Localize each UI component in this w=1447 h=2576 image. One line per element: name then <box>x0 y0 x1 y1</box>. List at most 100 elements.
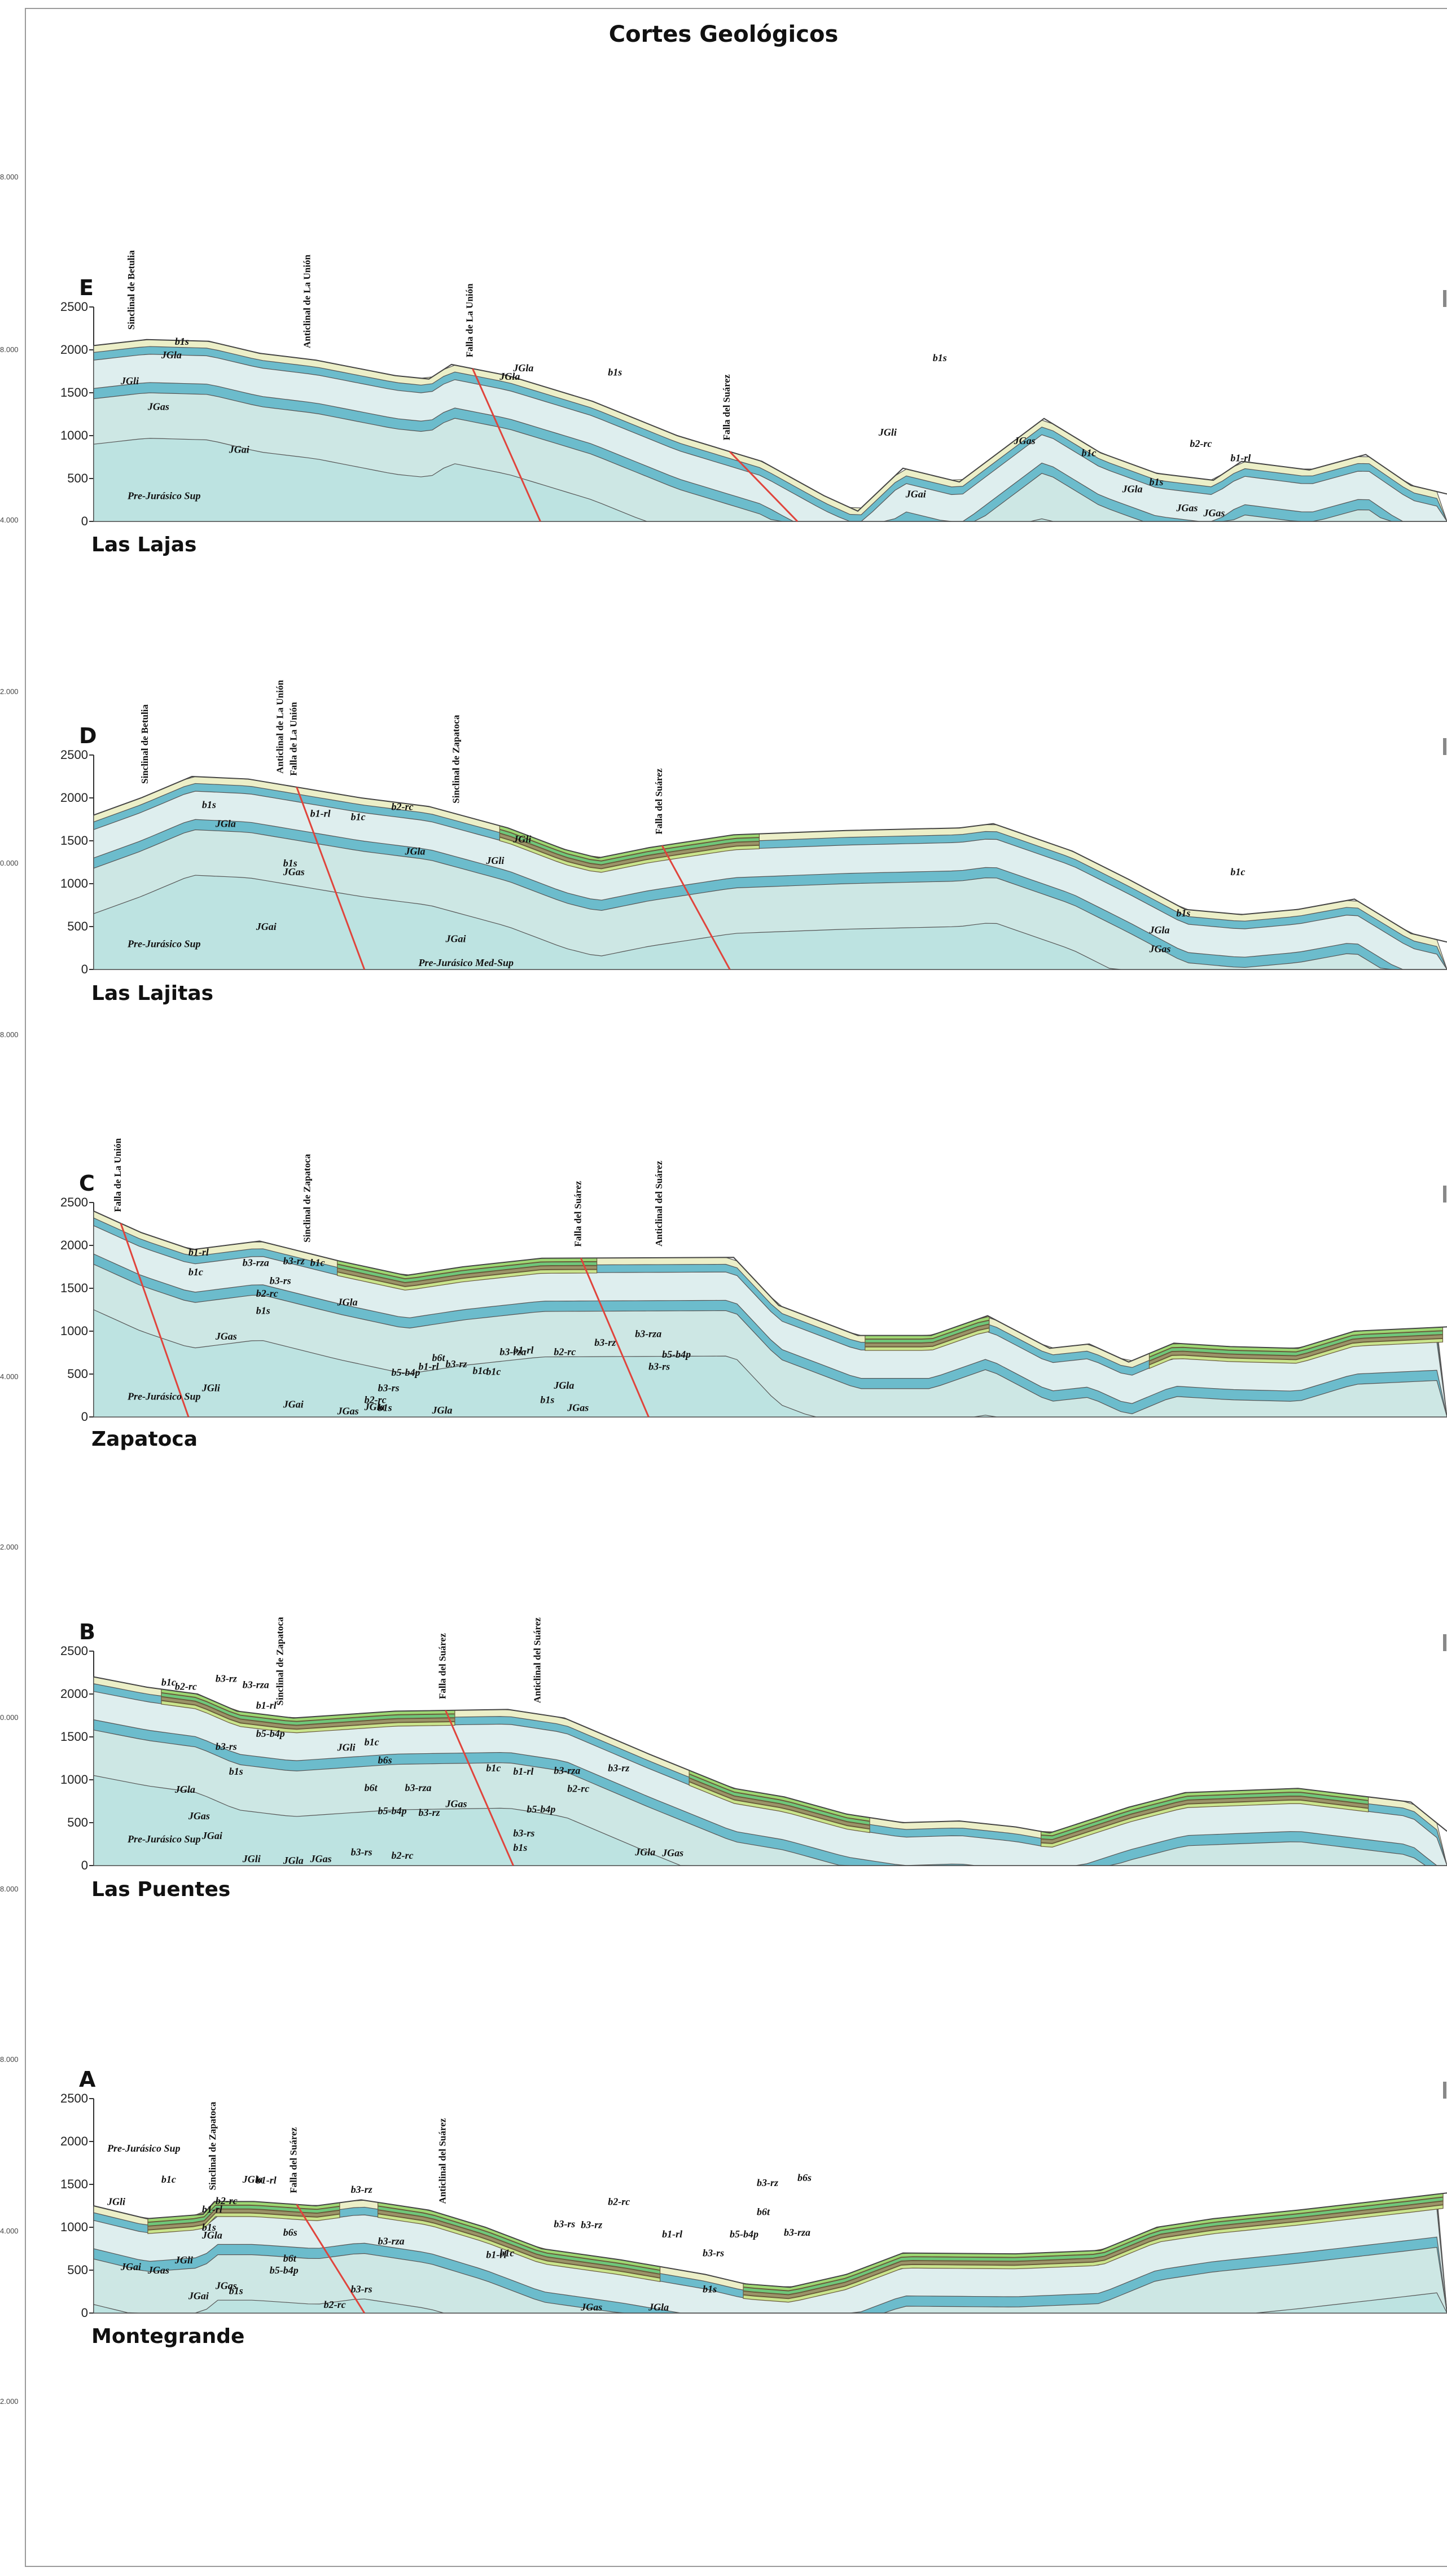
unit-label: JGai <box>283 1398 304 1410</box>
unit-label: b1-rl <box>486 2249 506 2261</box>
elevation-tick-label: 1500 <box>60 833 88 848</box>
topographic-profile <box>93 1210 1447 1363</box>
unit-cretaceous-band <box>161 1700 455 1734</box>
unit-label: JGas <box>1148 943 1170 955</box>
unit-label: b2-rc <box>175 1680 197 1692</box>
section-edge-marker <box>1443 738 1446 755</box>
unit-label: b1s <box>378 1402 392 1413</box>
left-coordinate-tick: 8.000 <box>0 1885 19 1893</box>
unit-label: JGai <box>188 2290 209 2302</box>
unit-label: JGla <box>364 1401 385 1412</box>
fault-trace <box>729 451 799 523</box>
unit-label: JGas <box>337 1405 359 1416</box>
cross-section-e: Sinclinal de Betulia Anticlinal de La Uni… <box>89 250 1447 523</box>
unit-cretaceous-band <box>1148 1330 1444 1362</box>
unit-label: b1-rl <box>256 2174 277 2186</box>
section-letter: C <box>79 1171 95 1196</box>
unit-label: b3-rz <box>283 1255 305 1266</box>
unit-label: b3-rs <box>351 1846 372 1858</box>
unit-label: b5-b4p <box>270 2265 299 2276</box>
topographic-profile <box>93 775 1447 943</box>
unit-label: JGas <box>661 1847 683 1858</box>
fault-trace <box>661 845 731 970</box>
fault-trace <box>296 2204 365 2314</box>
unit-pre-jurasico <box>93 1309 1447 1418</box>
section-edge-marker <box>1443 2082 1446 2099</box>
unit-label: b5-b4p <box>730 2228 758 2240</box>
unit-label: b3-rs <box>351 2284 372 2295</box>
unit-label: JGas <box>215 2280 237 2291</box>
cross-section-b: Sinclinal de Zapatoca Falla del Suárez Ant… <box>89 1617 1447 1866</box>
unit-label: b1c <box>486 1366 501 1377</box>
elevation-tick-label: 500 <box>67 919 88 933</box>
unit-cretaceous-band <box>1041 1796 1369 1844</box>
topographic-profile <box>93 339 1447 512</box>
structure-label: Anticlinal del Suárez <box>532 1617 542 1703</box>
left-coordinate-tick: 4.000 <box>0 516 19 524</box>
elevation-tick-label: 0 <box>81 2306 88 2320</box>
unit-label: b5-b4p <box>662 1349 691 1360</box>
elevation-tick-label: 2500 <box>60 2091 88 2105</box>
unit-label: JGla <box>215 818 236 830</box>
unit-cretaceous-band <box>499 836 760 873</box>
unit-label: b1-rl <box>256 1700 277 1711</box>
unit-label: JGla <box>1121 483 1142 494</box>
unit-label: JGla <box>161 349 182 361</box>
unit-label: JGli <box>878 427 897 438</box>
unit-label: JGla <box>201 2230 222 2241</box>
unit-label: b1s <box>1149 476 1163 488</box>
section-letter: D <box>79 723 97 748</box>
unit-label: JGla <box>337 1296 358 1307</box>
cross-section-d: Sinclinal de Betulia Anticlinal de La Uni… <box>89 680 1447 970</box>
section-name: Las Lajitas <box>91 982 214 1005</box>
unit-label: b2-rc <box>365 1394 387 1406</box>
unit-label: b1-rl <box>662 2228 682 2240</box>
unit-label: b1s <box>229 1766 243 1777</box>
unit-label: JGas <box>580 2301 602 2312</box>
section-name: Montegrande <box>91 2325 245 2348</box>
structure-label: Sinclinal de Zapatoca <box>275 1617 286 1705</box>
unit-label: b1s <box>703 2284 717 2295</box>
unit-cretaceous-band <box>689 1774 870 1825</box>
unit-cretaceous-band <box>1148 1338 1444 1369</box>
fault-trace <box>472 368 541 522</box>
elevation-tick-label: 1500 <box>60 1281 88 1295</box>
elevation-tick-label: 500 <box>67 1367 88 1381</box>
left-coordinate-tick: 0.000 <box>0 1713 19 1722</box>
unit-cretaceous-band <box>865 1320 990 1344</box>
unit-label: Pre-Jurásico Med-Sup <box>418 957 514 968</box>
fault-trace <box>120 1223 190 1418</box>
unit-label: b3-rz <box>608 1762 629 1774</box>
unit-cretaceous-band <box>377 2209 661 2279</box>
elevation-tick-label: 2000 <box>60 791 88 805</box>
unit-label: b1c <box>1082 447 1097 458</box>
elevation-tick-label: 1000 <box>60 2220 88 2234</box>
unit-label: JGla <box>553 1380 574 1391</box>
unit-label: b1c <box>188 1266 203 1278</box>
elevation-tick-label: 0 <box>81 962 88 976</box>
elevation-tick-label: 2000 <box>60 1687 88 1701</box>
unit-label: b3-rza <box>499 1346 526 1358</box>
unit-label: JGas <box>310 1853 332 1864</box>
unit-label: Pre-Jurásico Sup <box>127 1391 201 1402</box>
elevation-tick-label: 1000 <box>60 1772 88 1787</box>
structure-label: Sinclinal de Betulia <box>139 704 150 784</box>
unit-label: b3-rs <box>378 1382 400 1393</box>
unit-label: JGla <box>283 1855 304 1866</box>
unit-label: JGli <box>107 2196 125 2207</box>
unit-label: b1c <box>365 1736 379 1748</box>
unit-cretaceous-band <box>161 1696 455 1730</box>
unit-cretaceous-band <box>743 2201 1444 2299</box>
unit-label: b6s <box>797 2172 812 2183</box>
structure-label: Sinclinal de Betulia <box>126 250 137 330</box>
fault-trace <box>296 787 366 970</box>
unit-label: b6s <box>283 2227 297 2238</box>
structure-label: Falla del Suárez <box>572 1181 583 1247</box>
unit-label: JGas <box>215 1331 237 1342</box>
unit-pre-jurasico <box>93 1775 1447 1866</box>
unit-cretaceous-band <box>337 1261 598 1283</box>
elevation-tick-label: 1500 <box>60 385 88 400</box>
unit-label: b3-rza <box>554 1765 580 1776</box>
unit-cretaceous-band <box>499 833 760 869</box>
elevation-tick-label: 2000 <box>60 343 88 357</box>
